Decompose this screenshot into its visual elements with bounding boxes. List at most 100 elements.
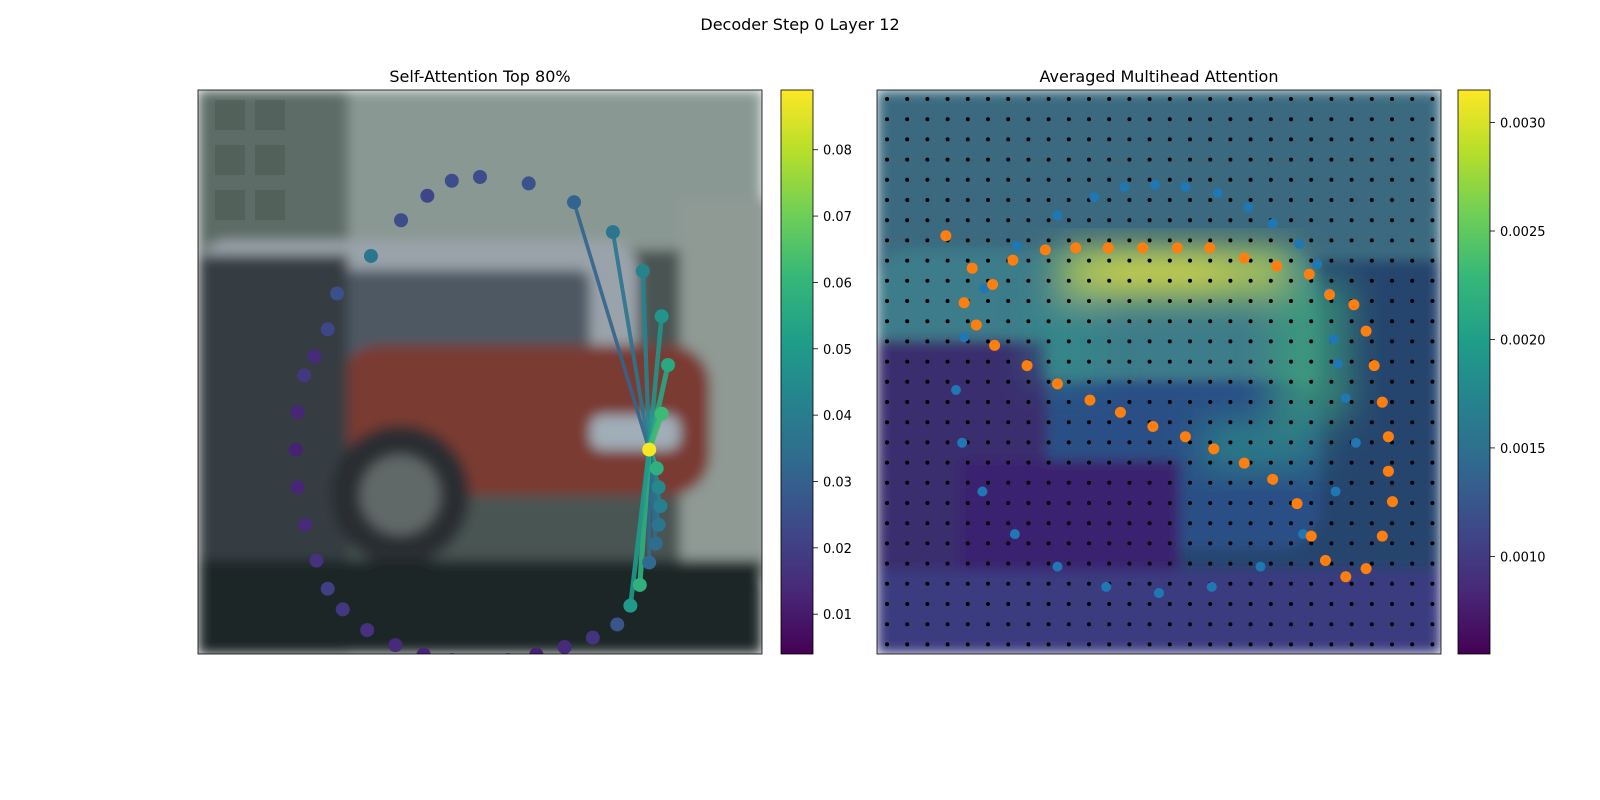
grid-dot: [1410, 157, 1415, 162]
grid-dot: [905, 137, 910, 142]
grid-dot: [1289, 177, 1293, 182]
grid-dot: [1268, 602, 1273, 606]
query-point: [642, 442, 657, 457]
grid-dot: [1147, 238, 1152, 243]
grid-dot: [885, 440, 889, 445]
grid-dot: [1430, 379, 1435, 384]
grid-dot: [1026, 480, 1031, 485]
blue-point: [1328, 334, 1339, 345]
grid-dot: [1107, 602, 1112, 606]
grid-dot: [885, 420, 889, 425]
grid-dot: [1268, 177, 1273, 182]
grid-dot: [1390, 198, 1394, 202]
grid-dot: [1329, 238, 1334, 243]
grid-dot: [925, 278, 930, 283]
grid-dot: [1390, 642, 1394, 647]
grid-dot: [925, 642, 930, 647]
grid-dot: [1430, 622, 1435, 627]
grid-dot: [1390, 157, 1394, 162]
grid-dot: [1268, 561, 1273, 566]
grid-dot: [945, 602, 950, 606]
grid-dot: [1087, 460, 1091, 465]
grid-dot: [1410, 137, 1415, 142]
grid-dot: [925, 622, 930, 627]
grid-dot: [905, 97, 910, 101]
grid-dot: [925, 258, 930, 263]
grid-dot: [1026, 258, 1031, 263]
grid-dot: [1329, 157, 1334, 162]
grid-dot: [1430, 278, 1435, 283]
grid-dot: [1349, 157, 1354, 162]
orange-point: [958, 297, 970, 309]
grid-dot: [1167, 622, 1172, 627]
grid-dot: [925, 218, 930, 223]
grid-dot: [1087, 117, 1091, 122]
grid-dot: [1390, 258, 1394, 263]
grid-dot: [986, 420, 990, 425]
grid-dot: [905, 501, 910, 505]
grid-dot: [1309, 602, 1314, 606]
grid-dot: [1026, 602, 1031, 606]
grid-dot: [945, 157, 950, 162]
blue-point: [1330, 486, 1341, 497]
grid-dot: [1188, 319, 1192, 324]
orange-point: [1303, 268, 1315, 280]
blue-point: [977, 486, 988, 497]
grid-dot: [1107, 299, 1112, 303]
grid-dot: [1167, 359, 1172, 364]
blue-point: [1149, 179, 1160, 190]
grid-dot: [1046, 501, 1051, 505]
grid-dot: [1127, 177, 1132, 182]
grid-dot: [1228, 198, 1233, 202]
grid-dot: [1026, 319, 1031, 324]
grid-dot: [1289, 319, 1293, 324]
grid-dot: [1329, 258, 1334, 263]
grid-dot: [1087, 541, 1091, 546]
grid-dot: [1026, 238, 1031, 243]
grid-dot: [1147, 480, 1152, 485]
orange-point: [1137, 242, 1149, 254]
grid-dot: [1026, 97, 1031, 101]
orange-point: [1324, 289, 1336, 301]
grid-dot: [1228, 501, 1233, 505]
grid-dot: [1127, 258, 1132, 263]
grid-dot: [1390, 602, 1394, 606]
grid-dot: [1268, 622, 1273, 627]
grid-dot: [1430, 319, 1435, 324]
orange-point: [1021, 360, 1033, 372]
grid-dot: [1127, 581, 1132, 586]
grid-dot: [1289, 602, 1293, 606]
grid-dot: [1329, 581, 1334, 586]
grid-dot: [1167, 177, 1172, 182]
grid-dot: [1147, 117, 1152, 122]
orange-point: [1360, 563, 1372, 575]
right-colorbar-ticks: 0.0010 0.0015 0.0020 0.0025 0.0030: [1490, 117, 1546, 565]
attention-point: [473, 170, 487, 184]
grid-dot: [1390, 541, 1394, 546]
grid-dot: [1248, 319, 1253, 324]
grid-dot: [1208, 622, 1213, 627]
attention-point: [420, 188, 435, 203]
grid-dot: [1188, 420, 1192, 425]
blue-point: [1243, 202, 1254, 213]
grid-dot: [986, 541, 990, 546]
grid-dot: [1369, 258, 1374, 263]
grid-dot: [1046, 238, 1051, 243]
grid-dot: [1026, 420, 1031, 425]
grid-dot: [1107, 238, 1112, 243]
grid-dot: [1107, 561, 1112, 566]
grid-dot: [1167, 561, 1172, 566]
grid-dot: [1066, 400, 1071, 404]
grid-dot: [925, 198, 930, 202]
grid-dot: [1188, 440, 1192, 445]
grid-dot: [1188, 541, 1192, 546]
grid-dot: [925, 602, 930, 606]
grid-dot: [1390, 521, 1394, 526]
grid-dot: [1087, 440, 1091, 445]
grid-dot: [1006, 198, 1011, 202]
grid-dot: [1309, 319, 1314, 324]
grid-dot: [925, 561, 930, 566]
grid-dot: [986, 319, 990, 324]
grid-dot: [1127, 299, 1132, 303]
